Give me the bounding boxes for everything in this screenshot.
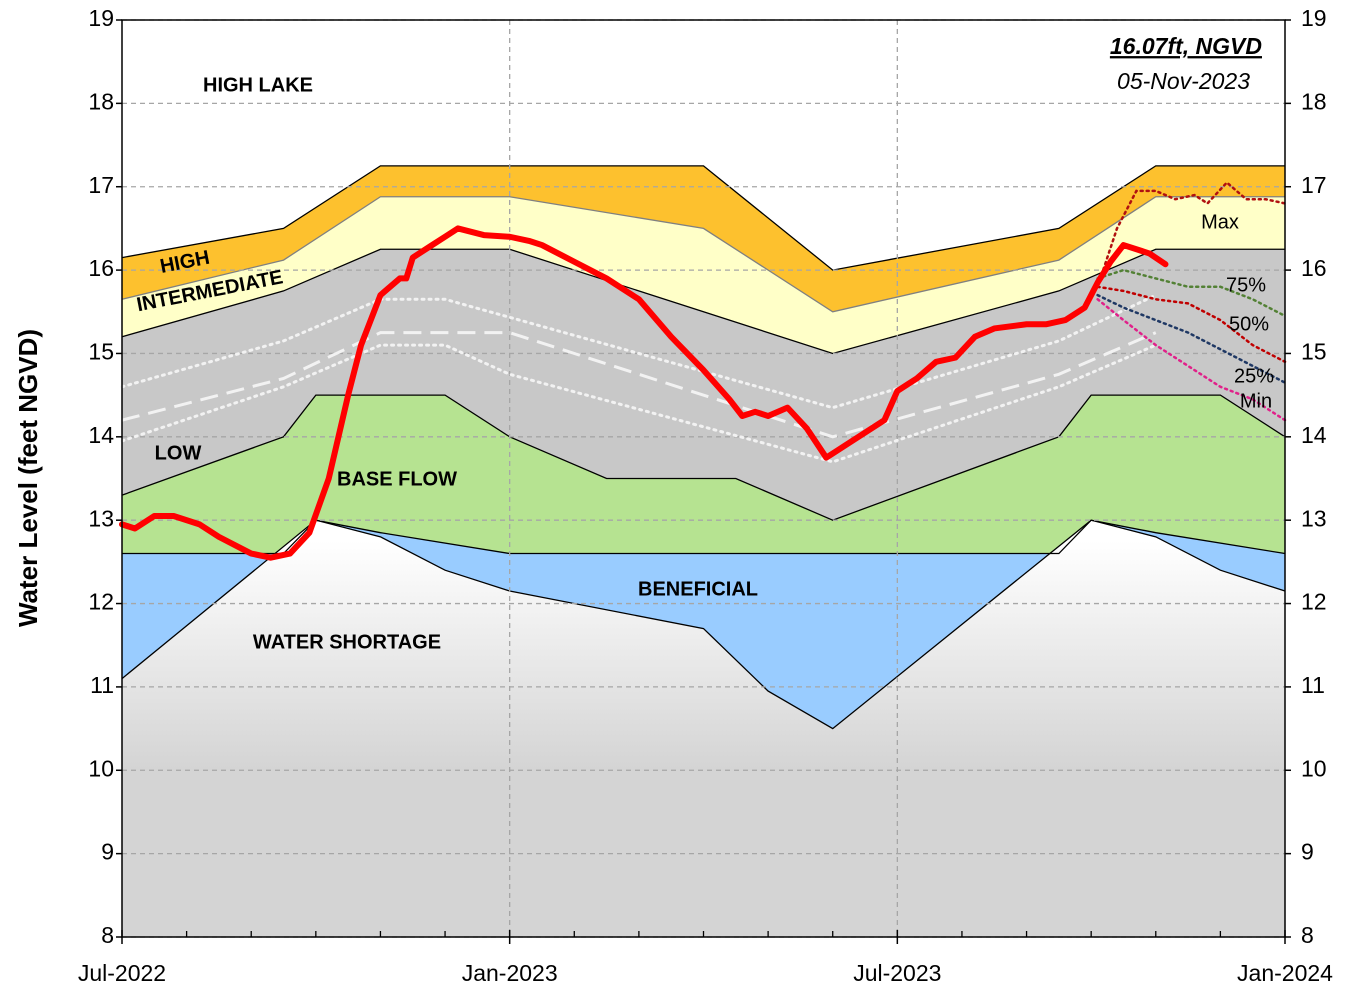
zone-label: BASE FLOW	[337, 468, 457, 490]
y2-tick-label: 14	[1301, 422, 1327, 448]
x-tick-label: Jan-2023	[462, 960, 558, 986]
zone-label: WATER SHORTAGE	[253, 631, 441, 653]
annotation: 05-Nov-2023	[1117, 68, 1250, 94]
y-tick-label: 11	[90, 672, 114, 698]
forecast-label: Max	[1201, 211, 1239, 233]
y2-tick-label: 17	[1301, 172, 1327, 198]
y2-tick-label: 11	[1301, 672, 1325, 698]
zone-area	[122, 520, 1285, 937]
zone-boundary	[121, 165, 1285, 271]
x-tick-label: Jul-2022	[78, 960, 166, 986]
zone-label: HIGH LAKE	[203, 74, 313, 96]
zone-label: BENEFICIAL	[638, 578, 758, 600]
x-tick-label: Jul-2023	[853, 960, 941, 986]
y-tick-label: 10	[88, 755, 114, 781]
annotation: 16.07ft, NGVD	[1110, 33, 1262, 59]
y-tick-label: 19	[88, 5, 114, 31]
zone-boundary	[121, 394, 1286, 521]
y-tick-label: 15	[88, 339, 114, 365]
forecast-line	[1096, 285, 1287, 364]
y2-tick-label: 16	[1301, 255, 1327, 281]
forecast-label: Min	[1240, 390, 1272, 412]
y-tick-label: 12	[88, 589, 114, 615]
forecast-label: 50%	[1229, 313, 1269, 335]
y2-tick-label: 8	[1301, 922, 1314, 948]
y2-tick-label: 13	[1301, 505, 1327, 531]
forecast-line	[1096, 180, 1287, 289]
y-tick-label: 18	[88, 88, 114, 114]
zone-boundary	[121, 519, 1286, 730]
forecast-line	[1096, 268, 1287, 318]
y-tick-label: 9	[101, 839, 114, 865]
historical-line	[120, 293, 1158, 410]
zone-label: LOW	[155, 442, 202, 464]
forecast-label: 75%	[1226, 274, 1266, 296]
forecast-line	[1096, 298, 1287, 422]
y-tick-label: 17	[88, 172, 114, 198]
zone-boundary	[122, 519, 1286, 555]
y2-tick-label: 15	[1301, 339, 1327, 365]
y2-tick-label: 12	[1301, 589, 1327, 615]
y-tick-label: 16	[88, 255, 114, 281]
forecast-line	[1096, 293, 1287, 384]
y2-tick-label: 18	[1301, 88, 1327, 114]
y-axis-title: Water Level (feet NGVD)	[13, 329, 43, 627]
historical-line	[121, 331, 1157, 439]
x-tick-label: Jan-2024	[1237, 960, 1333, 986]
y2-tick-label: 9	[1301, 839, 1314, 865]
y-tick-label: 13	[88, 505, 114, 531]
y2-tick-label: 19	[1301, 5, 1327, 31]
zone-boundary	[121, 248, 1285, 355]
y-tick-label: 8	[101, 922, 114, 948]
historical-line	[120, 343, 1158, 464]
forecast-label: 25%	[1234, 365, 1274, 387]
y-tick-label: 14	[88, 422, 114, 448]
y2-tick-label: 10	[1301, 755, 1327, 781]
observed-line	[119, 225, 1169, 561]
